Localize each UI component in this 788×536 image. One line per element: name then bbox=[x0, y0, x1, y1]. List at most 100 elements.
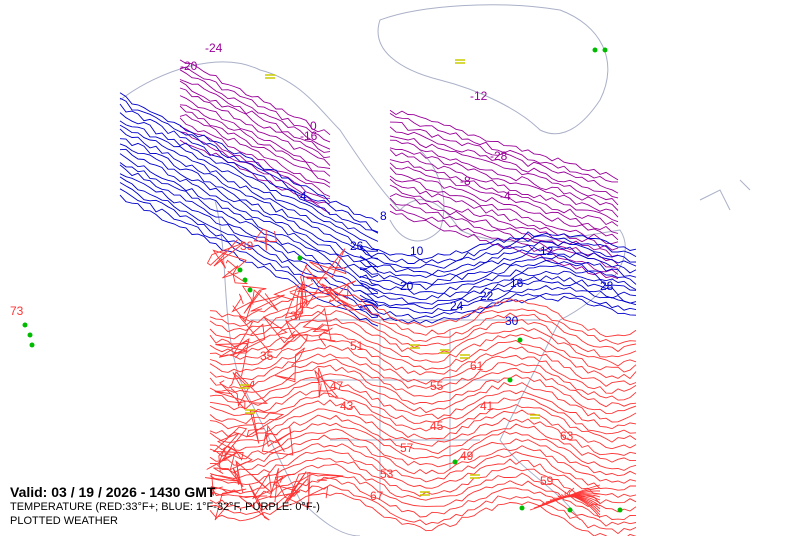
cold-contour bbox=[179, 114, 331, 188]
warm-contour bbox=[206, 239, 244, 267]
cool-contour bbox=[359, 252, 637, 278]
cold-contour bbox=[389, 162, 619, 234]
warm-contour bbox=[274, 471, 311, 509]
warm-contour bbox=[250, 289, 285, 312]
warm-contour bbox=[209, 303, 637, 353]
warm-contour bbox=[209, 295, 637, 345]
contour-label: 51 bbox=[350, 339, 364, 353]
contour-label: 4 bbox=[300, 189, 307, 203]
haze-symbol bbox=[455, 59, 465, 64]
warm-contour bbox=[209, 338, 637, 387]
cool-contour bbox=[359, 246, 637, 276]
contour-label: -4 bbox=[500, 189, 511, 203]
contour-label: 57 bbox=[400, 441, 414, 455]
warm-contour bbox=[209, 449, 637, 498]
map-legend: Valid: 03 / 19 / 2026 - 1430 GMT TEMPERA… bbox=[10, 484, 320, 528]
cold-contour bbox=[179, 79, 331, 153]
contour-label: 53 bbox=[380, 467, 394, 481]
warm-contour bbox=[302, 276, 328, 308]
warm-contour bbox=[210, 486, 247, 521]
rain-symbol bbox=[567, 507, 573, 513]
contour-label: 26 bbox=[350, 239, 364, 253]
rain-symbol bbox=[592, 47, 598, 53]
warm-contour bbox=[209, 332, 637, 380]
warm-contour bbox=[209, 457, 637, 505]
warm-contour bbox=[209, 387, 637, 435]
rain-symbol bbox=[22, 322, 28, 328]
warm-contour bbox=[283, 471, 308, 504]
rain-symbol bbox=[452, 459, 458, 465]
cool-contour bbox=[119, 128, 379, 259]
contour-label: 59 bbox=[540, 474, 554, 488]
cold-contour bbox=[179, 139, 331, 214]
cold-contour bbox=[389, 139, 619, 211]
warm-contour bbox=[246, 410, 285, 444]
contour-label: 22 bbox=[480, 289, 494, 303]
haze-symbol bbox=[410, 344, 420, 349]
cool-contour bbox=[359, 235, 637, 264]
haze-symbol bbox=[460, 354, 470, 359]
rain-symbol bbox=[602, 47, 608, 53]
warm-contour bbox=[302, 307, 332, 341]
cold-contour bbox=[179, 105, 331, 184]
warm-contour bbox=[209, 364, 637, 414]
haze-symbol bbox=[440, 349, 450, 354]
rain-symbol bbox=[242, 277, 248, 283]
contour-label: 10 bbox=[410, 244, 424, 258]
cool-contour bbox=[119, 148, 379, 278]
rain-symbol bbox=[519, 505, 525, 511]
contour-label: 43 bbox=[340, 399, 354, 413]
warm-contour bbox=[214, 380, 246, 411]
contour-label: -20 bbox=[180, 59, 198, 73]
warm-contour bbox=[212, 426, 248, 461]
haze-symbol bbox=[530, 414, 540, 419]
rain-symbol bbox=[247, 287, 253, 293]
warm-contour bbox=[209, 473, 637, 521]
contour-label: 61 bbox=[470, 359, 484, 373]
contour-label: 39 bbox=[240, 239, 254, 253]
warm-contour bbox=[307, 472, 344, 499]
warm-contour bbox=[269, 468, 300, 503]
cold-contour bbox=[389, 175, 619, 245]
haze-symbol bbox=[470, 474, 480, 479]
cool-contour bbox=[119, 164, 379, 295]
warm-contour bbox=[209, 422, 637, 471]
cool-contour bbox=[359, 259, 637, 291]
cool-contour bbox=[359, 292, 637, 320]
warm-contour bbox=[253, 228, 277, 251]
cool-contour bbox=[360, 295, 637, 324]
cold-contour bbox=[389, 121, 619, 194]
warm-contour bbox=[265, 424, 285, 452]
rain-symbol bbox=[507, 377, 513, 383]
warm-contour bbox=[222, 265, 248, 285]
cool-contour bbox=[359, 275, 637, 305]
contour-label: 16 bbox=[510, 276, 524, 290]
warm-contour bbox=[213, 462, 244, 488]
warm-contour bbox=[209, 392, 637, 443]
contour-label: 0 bbox=[310, 119, 317, 133]
warm-contour bbox=[209, 379, 637, 430]
contour-label: 49 bbox=[460, 449, 474, 463]
contour-label: 12 bbox=[540, 244, 554, 258]
contour-label: -16 bbox=[300, 129, 318, 143]
warm-contour bbox=[209, 399, 637, 450]
warm-contour bbox=[318, 327, 336, 347]
rain-symbol bbox=[29, 342, 35, 348]
cool-contour bbox=[359, 231, 637, 261]
cool-contour bbox=[359, 280, 637, 310]
warm-contour bbox=[209, 323, 637, 373]
contour-label: 37 bbox=[290, 309, 304, 323]
warm-contour bbox=[309, 248, 347, 285]
cold-contour bbox=[389, 113, 618, 183]
cool-contour bbox=[119, 176, 379, 309]
plotted-weather-label: PLOTTED WEATHER bbox=[10, 515, 118, 527]
cold-contour bbox=[179, 87, 331, 166]
warm-contour bbox=[209, 358, 637, 408]
warm-contour bbox=[212, 249, 247, 269]
warm-contour bbox=[209, 317, 637, 367]
cool-contour bbox=[360, 255, 637, 286]
warm-contour bbox=[280, 319, 308, 350]
contour-label: 55 bbox=[430, 379, 444, 393]
coastlines bbox=[119, 4, 751, 536]
